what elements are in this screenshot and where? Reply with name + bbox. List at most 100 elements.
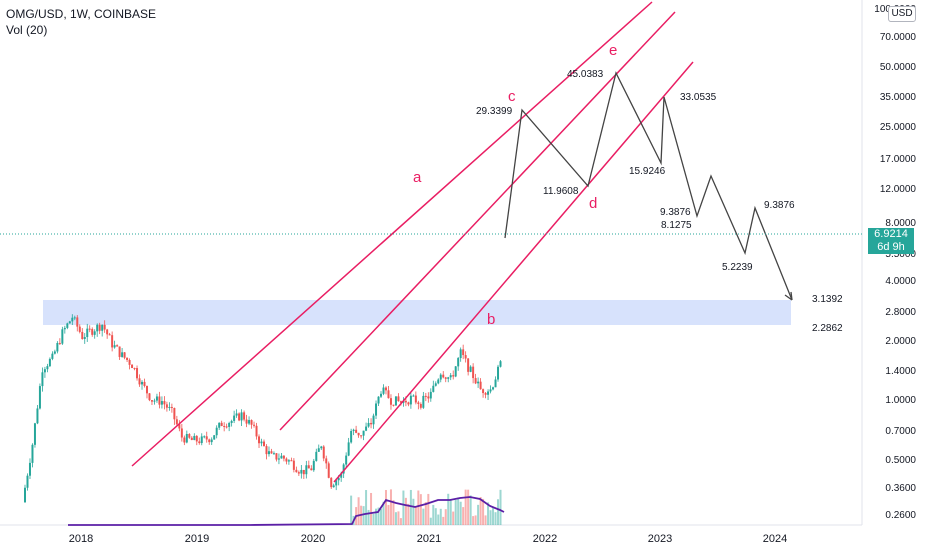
volume-bar [422, 508, 425, 525]
candle-body [185, 434, 188, 443]
candle-body [267, 451, 270, 455]
volume-bar [412, 498, 415, 525]
volume-bar [442, 516, 445, 525]
candle-body [350, 430, 353, 443]
candle-body [230, 420, 233, 423]
candle-body [270, 451, 273, 454]
wave-label-e: e [609, 42, 617, 59]
volume-bar [382, 501, 385, 525]
channel-upper-line [131, 1, 653, 467]
last-price-value: 6.9214 [874, 228, 908, 240]
candle-body [404, 400, 407, 403]
candle-body [78, 326, 81, 332]
price-axis[interactable]: 100.000070.000050.000035.000025.000017.0… [874, 4, 916, 521]
candle-body [444, 377, 447, 379]
candle-body [394, 396, 397, 406]
candle-body [173, 407, 176, 420]
candle-body [310, 468, 313, 471]
volume-bar [444, 509, 447, 525]
candle-body [307, 465, 310, 469]
symbol-title[interactable]: OMG/USD, 1W, COINBASE [6, 7, 157, 21]
candle-body [392, 404, 395, 406]
candle-body [225, 426, 228, 428]
candle-body [260, 441, 263, 444]
candle-series [24, 314, 502, 503]
volume-indicator-label[interactable]: Vol (20) [6, 23, 48, 37]
candle-body [352, 429, 355, 431]
volume-bar [414, 507, 417, 525]
candle-body [255, 425, 258, 437]
candle-body [81, 331, 84, 340]
candle-body [98, 324, 101, 331]
projection-label: 9.3876 [660, 207, 691, 218]
candle-body [295, 469, 298, 473]
candle-body [73, 317, 76, 319]
candle-body [195, 435, 198, 442]
price-tick-label: 0.5000 [885, 455, 916, 466]
volume-bar [367, 509, 370, 525]
volume-bar [454, 499, 457, 525]
candle-body [71, 317, 74, 322]
candle-body [123, 352, 126, 358]
volume-bar [394, 512, 397, 525]
candle-body [86, 328, 89, 338]
candle-body [46, 366, 49, 370]
candle-body [330, 477, 333, 488]
volume-bar [377, 507, 380, 525]
candle-body [36, 408, 39, 424]
candle-body [414, 395, 417, 403]
candle-body [280, 455, 283, 459]
volume-bar [429, 517, 432, 525]
candle-body [292, 460, 295, 470]
candle-body [380, 393, 383, 397]
candle-body [387, 390, 390, 399]
candle-body [235, 413, 238, 416]
candle-body [452, 375, 455, 377]
price-tick-label: 12.0000 [880, 184, 917, 195]
price-tick-label: 0.7000 [885, 426, 916, 437]
candle-body [389, 398, 392, 405]
volume-bar [370, 492, 373, 525]
candle-body [375, 403, 378, 416]
candle-body [103, 324, 106, 330]
time-axis[interactable]: 2018 2019 2020 2021 2022 2023 2024 [69, 533, 787, 545]
candle-body [33, 423, 36, 445]
volume-bar [459, 501, 462, 525]
candle-body [188, 434, 191, 438]
candle-body [372, 415, 375, 425]
candle-body [258, 436, 261, 444]
projection-label: 5.2239 [722, 262, 753, 273]
time-tick-label: 2021 [417, 533, 441, 545]
candle-body [243, 412, 246, 420]
candle-body [38, 386, 41, 409]
candle-body [93, 331, 96, 335]
volume-bar [484, 515, 487, 525]
candle-body [365, 426, 368, 431]
time-tick-label: 2020 [301, 533, 325, 545]
volume-bar [417, 490, 420, 525]
candle-body [439, 374, 442, 380]
candle-body [492, 387, 495, 390]
volume-bar [489, 510, 492, 525]
candle-body [133, 368, 136, 370]
candle-body [482, 389, 485, 394]
candle-body [302, 469, 305, 475]
currency-button[interactable]: USD [888, 6, 916, 22]
candle-body [290, 460, 293, 462]
candle-body [447, 377, 450, 379]
candle-body [327, 463, 330, 478]
price-tick-label: 35.0000 [880, 92, 917, 103]
candle-body [300, 469, 303, 474]
candle-body [190, 437, 193, 441]
volume-bar [437, 514, 440, 525]
candle-body [220, 422, 223, 427]
candle-body [355, 429, 358, 433]
price-tick-label: 1.0000 [885, 395, 916, 406]
candle-body [101, 324, 104, 331]
candle-body [233, 415, 236, 421]
bar-countdown: 6d 9h [877, 241, 905, 253]
volume-bar [372, 513, 375, 525]
candle-body [449, 375, 452, 378]
volume-bar [457, 497, 460, 525]
